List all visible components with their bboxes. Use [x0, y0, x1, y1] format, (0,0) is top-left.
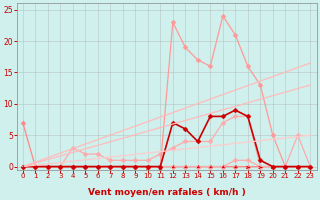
- X-axis label: Vent moyen/en rafales ( km/h ): Vent moyen/en rafales ( km/h ): [88, 188, 245, 197]
